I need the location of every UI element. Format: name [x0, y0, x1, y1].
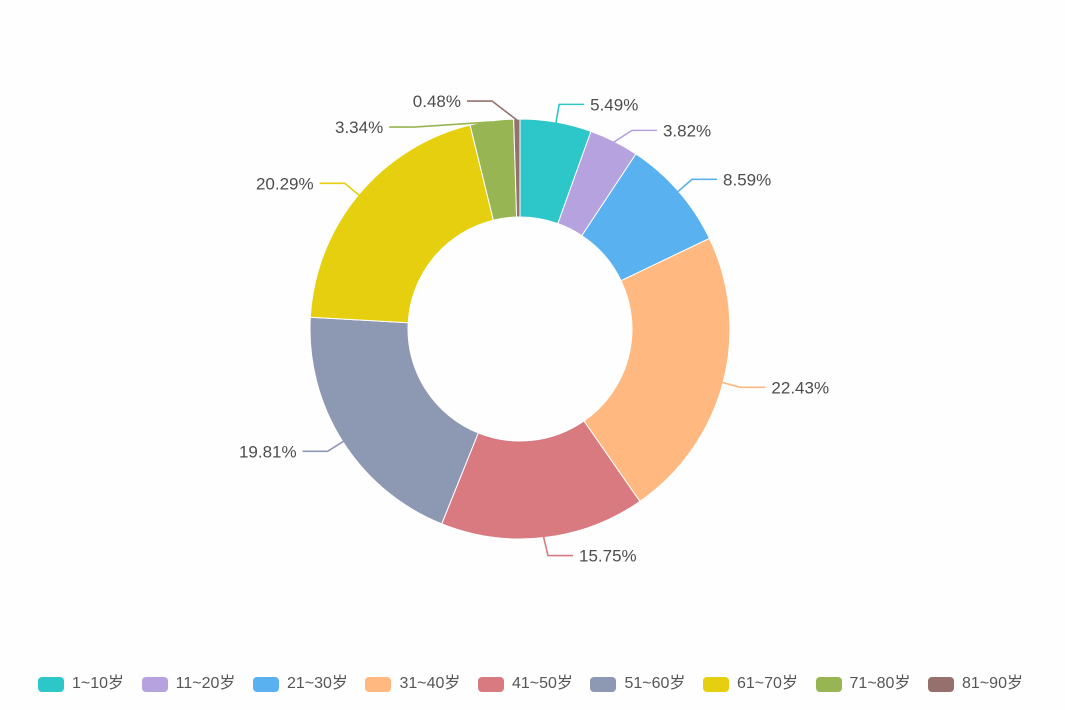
legend-item-51~60岁[interactable]: 51~60岁 — [590, 676, 685, 692]
label-line — [555, 103, 585, 124]
slice-label: 20.29% — [256, 174, 314, 193]
legend-label: 31~40岁 — [399, 675, 461, 692]
legend-item-31~40岁[interactable]: 31~40岁 — [365, 676, 460, 692]
chart-legend: 1~10岁 11~20岁 21~30岁 31~40岁 41~50岁 51~60岁 61~70… — [38, 671, 1023, 697]
slice-label: 0.48% — [413, 92, 461, 111]
label-lines — [302, 100, 766, 557]
pie-slice-51~60岁[interactable] — [309, 316, 479, 525]
slice-label: 3.82% — [663, 121, 711, 140]
slice-label: 22.43% — [771, 378, 829, 397]
pie-slice-61~70岁[interactable] — [309, 124, 494, 324]
legend-label: 61~70岁 — [737, 675, 798, 692]
legend-item-1~10岁[interactable]: 1~10岁 — [38, 676, 124, 692]
legend-swatch — [590, 676, 617, 692]
donut-chart: 5.49% 3.82% 8.59% 22.43% 15.75% 19.81% 20.29% 3… — [239, 92, 829, 566]
slice-label: 19.81% — [239, 442, 297, 461]
legend-swatch — [38, 676, 64, 692]
slice-label: 8.59% — [723, 170, 771, 189]
legend-swatch — [365, 676, 392, 692]
label-line — [319, 182, 360, 197]
legend-swatch — [928, 676, 955, 692]
label-line — [677, 178, 718, 193]
legend-label: 11~20岁 — [175, 675, 236, 692]
pie-slice-31~40岁[interactable] — [583, 237, 731, 503]
label-line — [389, 121, 492, 128]
legend-swatch — [141, 676, 168, 692]
legend-item-61~70岁[interactable]: 61~70岁 — [703, 676, 798, 692]
slice-label: 3.34% — [335, 118, 383, 137]
legend-swatch — [252, 676, 279, 692]
legend-label: 71~80岁 — [849, 675, 911, 692]
legend-label: 1~10岁 — [72, 675, 125, 692]
label-line — [542, 536, 573, 557]
legend-item-21~30岁[interactable]: 21~30岁 — [252, 675, 348, 692]
legend-label: 41~50岁 — [511, 675, 573, 692]
legend-label: 51~60岁 — [624, 675, 686, 692]
legend-item-11~20岁[interactable]: 11~20岁 — [141, 675, 236, 692]
legend-swatch — [477, 676, 504, 692]
legend-item-41~50岁[interactable]: 41~50岁 — [477, 675, 573, 692]
legend-label: 81~90岁 — [962, 675, 1023, 692]
slice-label: 5.49% — [590, 95, 638, 114]
legend-label: 21~30岁 — [286, 675, 348, 692]
label-line — [721, 381, 766, 389]
label-line — [302, 440, 345, 453]
pie-slices — [309, 118, 731, 540]
label-line — [467, 100, 518, 121]
legend-swatch — [815, 676, 842, 692]
legend-item-71~80岁[interactable]: 71~80岁 — [815, 675, 911, 692]
legend-swatch — [703, 676, 729, 692]
label-line — [613, 129, 657, 143]
legend-item-81~90岁[interactable]: 81~90岁 — [928, 676, 1023, 692]
slice-label: 15.75% — [579, 547, 637, 566]
pie-slice-41~50岁[interactable] — [441, 420, 641, 540]
slice-labels: 5.49% 3.82% 8.59% 22.43% 15.75% 19.81% 20.29% 3… — [239, 92, 829, 566]
